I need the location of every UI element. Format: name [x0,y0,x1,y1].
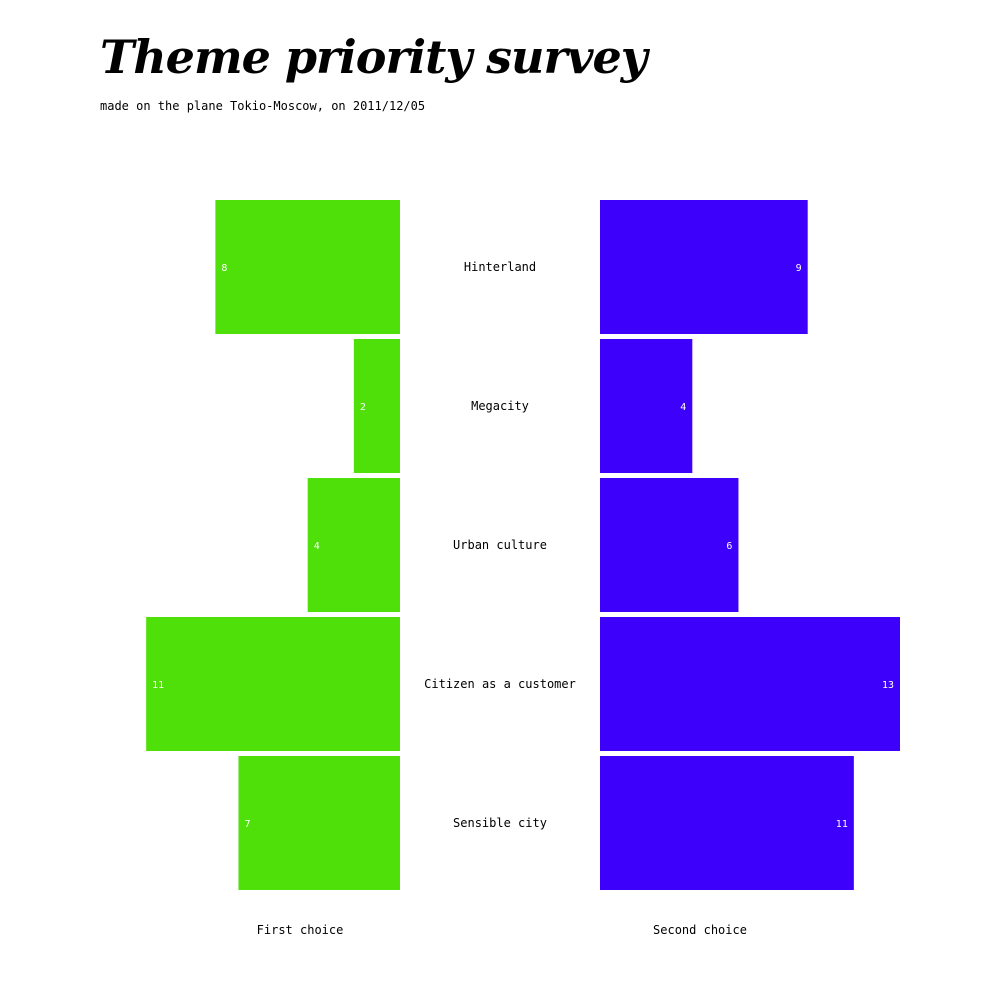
series-label-first-choice: First choice [257,923,344,937]
value-label-second-choice: 13 [882,680,894,691]
series-label-second-choice: Second choice [653,923,747,937]
value-label-second-choice: 6 [726,541,732,552]
chart-subtitle: made on the plane Tokio-Moscow, on 2011/… [100,99,426,113]
bar-first-choice [215,200,400,334]
bar-first-choice [307,478,400,612]
bar-second-choice [600,200,808,334]
value-label-second-choice: 9 [796,263,802,274]
value-label-first-choice: 11 [152,680,164,691]
value-label-first-choice: 8 [221,263,227,274]
bar-first-choice [353,339,400,473]
category-label: Hinterland [464,260,536,274]
category-label: Urban culture [453,538,547,552]
category-label: Sensible city [453,816,547,830]
bar-second-choice [600,756,854,890]
bar-second-choice [600,617,900,751]
category-label: Citizen as a customer [424,677,576,691]
value-label-second-choice: 4 [680,402,686,413]
value-label-first-choice: 4 [314,541,320,552]
chart-title: Theme priority survey [100,30,647,84]
bar-first-choice [238,756,400,890]
bar-first-choice [146,617,400,751]
bar-second-choice [600,478,739,612]
bar-second-choice [600,339,693,473]
value-label-first-choice: 2 [360,402,366,413]
value-label-first-choice: 7 [244,819,250,830]
value-label-second-choice: 11 [836,819,848,830]
category-label: Megacity [471,399,529,413]
